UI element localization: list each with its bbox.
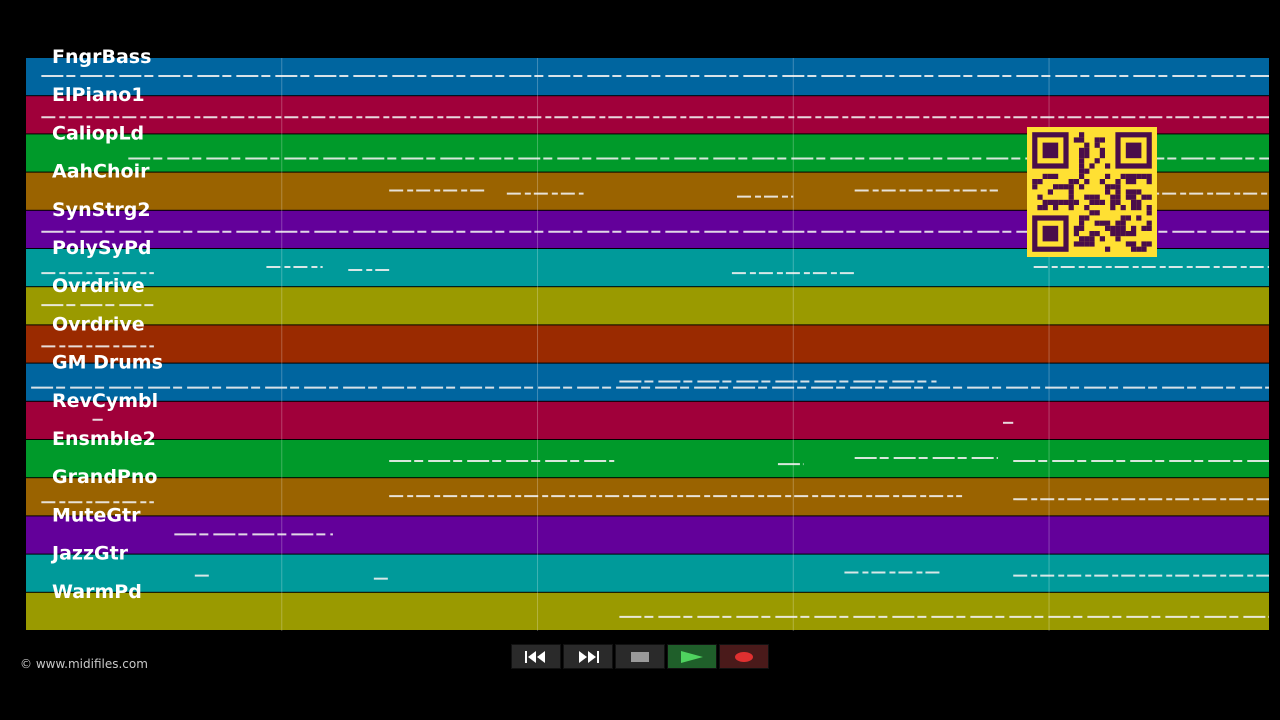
track-lane bbox=[26, 287, 1269, 325]
rewind-icon bbox=[525, 650, 545, 663]
play-button[interactable] bbox=[667, 644, 717, 669]
play-icon bbox=[681, 650, 703, 663]
record-button[interactable] bbox=[719, 644, 769, 669]
track-label: GrandPno bbox=[52, 466, 157, 488]
track-lane bbox=[26, 516, 1269, 554]
track-label: FngrBass bbox=[52, 46, 151, 68]
track-label: SynStrg2 bbox=[52, 199, 151, 221]
track-lane bbox=[26, 401, 1269, 439]
track-label: WarmPd bbox=[52, 581, 142, 603]
qr-code-icon bbox=[1027, 127, 1157, 257]
track-lane bbox=[26, 325, 1269, 363]
track-label: Ovrdrive bbox=[52, 313, 145, 335]
copyright-text: © www.midifiles.com bbox=[20, 657, 148, 671]
fast-forward-icon bbox=[579, 650, 599, 663]
rewind-button[interactable] bbox=[511, 644, 561, 669]
stop-button[interactable] bbox=[615, 644, 665, 669]
track-label: Ensmble2 bbox=[52, 428, 156, 450]
stop-icon bbox=[631, 651, 649, 662]
track-label: JazzGtr bbox=[50, 543, 129, 565]
track-lane bbox=[26, 440, 1269, 478]
track-lane bbox=[26, 554, 1269, 592]
track-labels: FngrBass ElPiano1 CaliopLd AahChoir SynStrg2… bbox=[50, 46, 163, 603]
track-label: PolySyPd bbox=[52, 237, 151, 259]
piano-roll: FngrBass ElPiano1 CaliopLd AahChoir SynStrg2… bbox=[26, 46, 1269, 631]
track-label: CaliopLd bbox=[52, 122, 144, 144]
transport-controls bbox=[511, 644, 769, 669]
record-icon bbox=[735, 651, 753, 662]
track-lane bbox=[26, 592, 1269, 630]
fast-forward-button[interactable] bbox=[563, 644, 613, 669]
track-label: AahChoir bbox=[52, 161, 150, 183]
track-label: GM Drums bbox=[52, 352, 163, 374]
track-label: ElPiano1 bbox=[52, 84, 145, 106]
track-label: RevCymbl bbox=[52, 390, 158, 412]
track-lane bbox=[26, 478, 1269, 516]
track-label: Ovrdrive bbox=[52, 275, 145, 297]
track-label: MuteGtr bbox=[52, 504, 141, 526]
time-grid bbox=[281, 58, 1050, 631]
